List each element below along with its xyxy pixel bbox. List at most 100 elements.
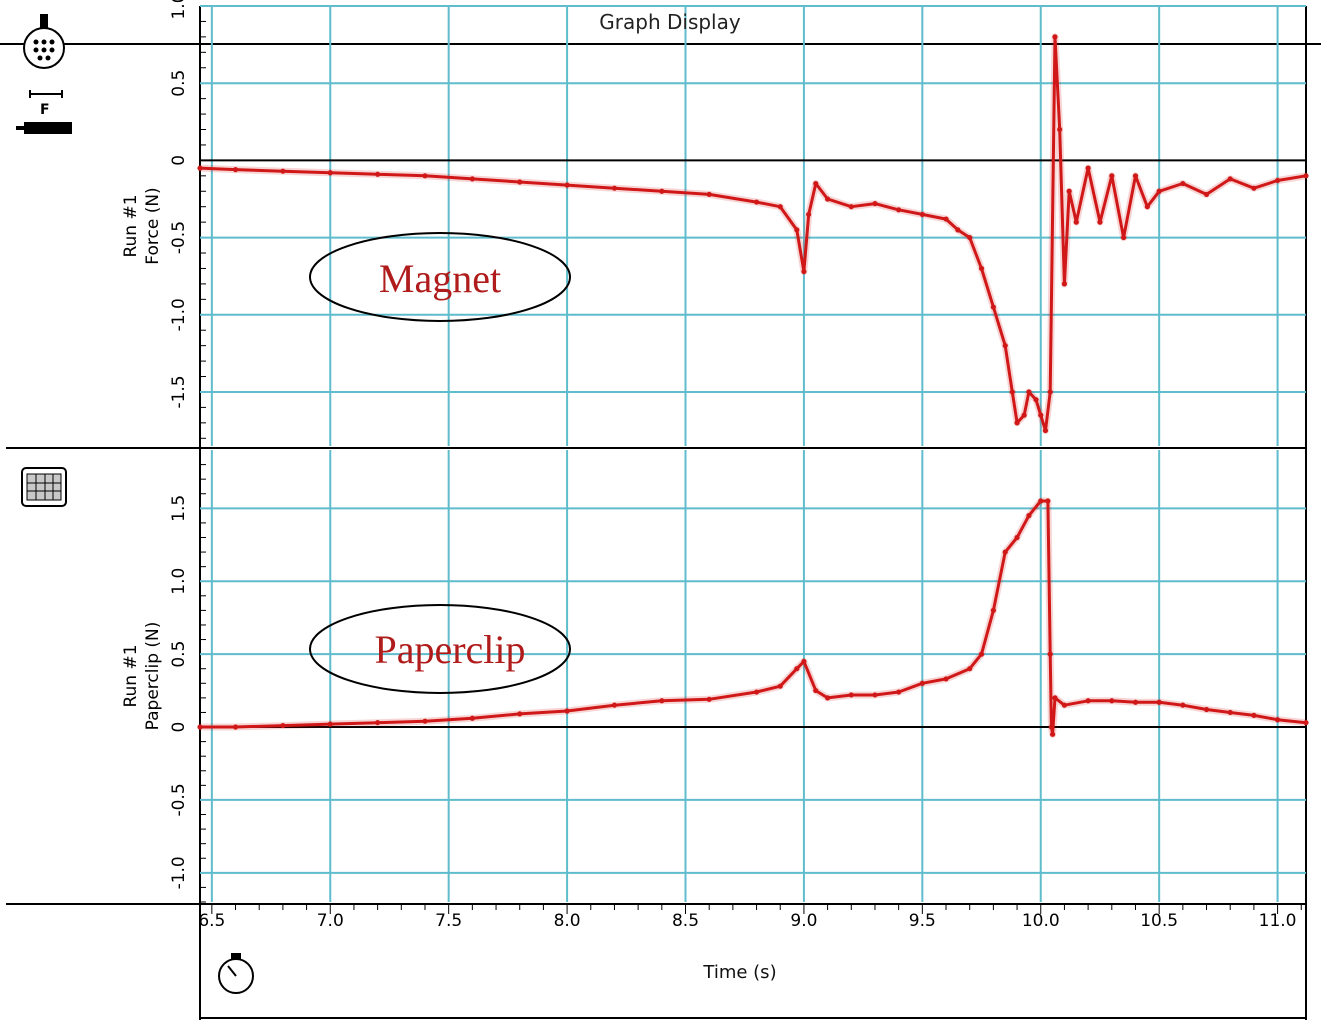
stopwatch-icon[interactable]: [218, 953, 254, 994]
force-data-point: [422, 173, 428, 179]
force-data-point: [659, 188, 665, 194]
force-y-tick-label: -0.5: [169, 221, 189, 254]
graph-title: Graph Display: [599, 10, 741, 34]
force-data-point: [1033, 397, 1039, 403]
force-data-point: [1061, 281, 1068, 287]
force-data-point: [919, 211, 925, 218]
paperclip-data-point: [1156, 699, 1162, 705]
force-trace-glow: [199, 33, 1307, 435]
force-data-point: [1038, 412, 1044, 418]
force-data-point: [1121, 234, 1127, 241]
paperclip-data-point: [327, 721, 333, 727]
paperclip-y-tick-label: 1.0: [169, 568, 189, 595]
force-data-point: [564, 182, 570, 188]
paperclip-data-point: [422, 718, 428, 724]
force-sensor-icon[interactable]: [23, 14, 65, 69]
paperclip-data-point: [1085, 698, 1091, 704]
time-axis: 6.5 7.0 7.5 8.0 8.5 9.0 9.5 10.0 10.5 11.0: [198, 904, 1302, 931]
force-panel: 1.0 0.5 0 -0.5 -1.0 -1.5 Run #1 Force (N): [121, 0, 1309, 446]
paperclip-data-point: [232, 724, 239, 730]
x-tick-label: 7.5: [435, 911, 462, 931]
force-data-point: [1144, 204, 1150, 210]
x-tick-label: 10.5: [1140, 911, 1178, 931]
force-data-point: [990, 304, 996, 310]
force-data-point: [1073, 219, 1079, 225]
x-tick-label: 11.0: [1259, 911, 1297, 931]
force-data-point: [1066, 188, 1072, 194]
paperclip-ylabel-line2: Paperclip (N): [143, 622, 163, 731]
force-data-point: [1042, 427, 1049, 434]
force-data-point: [943, 216, 949, 222]
paperclip-data-point: [967, 666, 973, 672]
keypad-icon[interactable]: [21, 467, 67, 507]
force-data-point: [801, 268, 807, 275]
paperclip-data-point: [280, 722, 286, 729]
paperclip-data-point: [197, 724, 203, 730]
paperclip-data-point: [1045, 498, 1051, 504]
force-data-point: [813, 180, 819, 187]
force-ylabel-line1: Run #1: [121, 194, 141, 257]
force-data-point: [1203, 191, 1210, 197]
force-data-point: [1274, 177, 1281, 184]
force-data-point: [825, 196, 831, 202]
paperclip-data-point: [659, 698, 665, 704]
magnet-callout-ellipse: [309, 232, 571, 322]
force-data-point: [1021, 412, 1027, 418]
force-y-tick-label: 0: [169, 155, 189, 166]
paperclip-callout-ellipse: [309, 604, 571, 694]
paperclip-data-point: [1049, 731, 1056, 737]
paperclip-data-point: [469, 715, 475, 721]
force-data-point: [848, 204, 854, 210]
x-tick-label: 8.0: [554, 911, 581, 931]
paperclip-data-point: [1002, 549, 1008, 555]
paperclip-data-point: [1026, 513, 1032, 519]
force-data-point: [232, 167, 239, 173]
paperclip-data-point: [564, 708, 570, 714]
force-data-point: [753, 199, 760, 205]
paperclip-data-point: [794, 666, 800, 672]
paperclip-trace-line: [200, 499, 1307, 736]
force-y-tick-label: -1.0: [169, 298, 189, 331]
magnet-callout-label: Magnet: [379, 256, 501, 301]
force-y-tick-label: -1.5: [169, 375, 189, 408]
force-trace-line: [199, 35, 1307, 433]
force-data-point: [1227, 176, 1233, 182]
force-y-tick-label: 0.5: [169, 70, 189, 97]
paperclip-data-point: [1227, 709, 1233, 716]
force-data-point: [1009, 389, 1015, 395]
force-data-point: [978, 265, 985, 272]
force-data-point: [1026, 389, 1032, 395]
paperclip-data-point: [1014, 534, 1020, 541]
force-data-point: [777, 204, 783, 210]
force-data-point: [1052, 34, 1058, 40]
force-data-point: [896, 207, 902, 213]
force-data-point: [327, 170, 333, 176]
x-axis-label: Time (s): [703, 962, 777, 983]
force-y-tick-label: 1.0: [169, 0, 189, 20]
force-data-point: [967, 234, 973, 241]
force-ylabel-line2: Force (N): [143, 187, 163, 264]
force-data-point: [1085, 165, 1091, 171]
force-data-point: [1097, 219, 1103, 225]
paperclip-data-point: [1048, 724, 1055, 730]
paperclip-data-point: [943, 676, 949, 682]
paperclip-data-point: [1274, 717, 1281, 723]
x-tick-label: 9.5: [909, 911, 936, 931]
probe-icon[interactable]: F: [16, 90, 72, 134]
paperclip-data-point: [1132, 699, 1139, 705]
paperclip-data-point: [1251, 712, 1257, 718]
paperclip-y-tick-label: -1.0: [169, 856, 189, 889]
paperclip-y-tick-label: 0: [169, 722, 189, 733]
paperclip-data-point: [978, 651, 985, 657]
paperclip-y-tick-label: 0.5: [169, 641, 189, 668]
force-data-point: [469, 176, 475, 182]
paperclip-data-point: [896, 689, 902, 695]
paperclip-data-point: [1047, 651, 1053, 657]
force-data-point: [1156, 188, 1162, 194]
force-data-point: [611, 185, 618, 191]
x-tick-label: 7.0: [317, 911, 344, 931]
paperclip-data-point: [1038, 498, 1044, 504]
paperclip-data-point: [801, 658, 807, 665]
